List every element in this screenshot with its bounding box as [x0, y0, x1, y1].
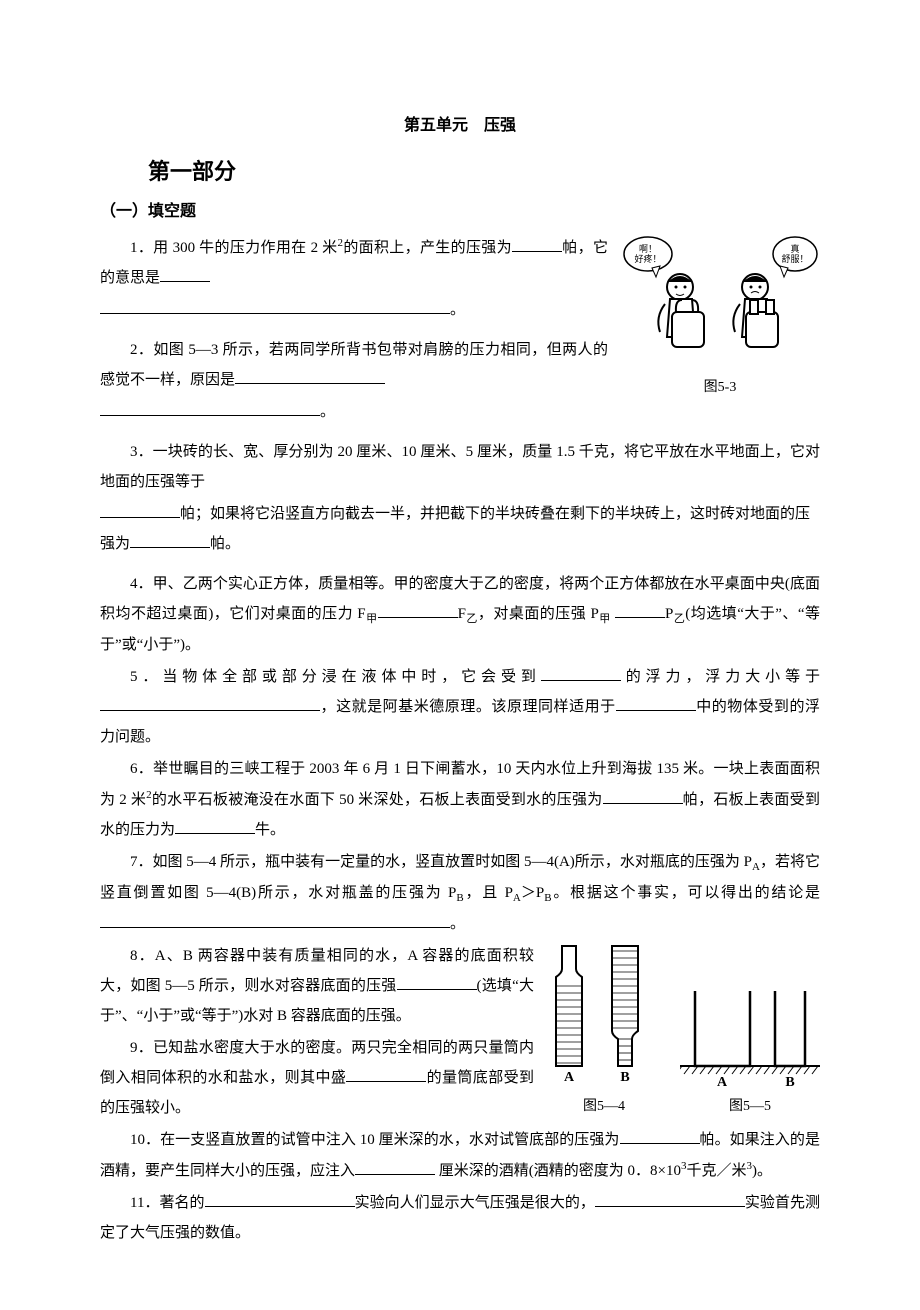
- question-6: 6．举世瞩目的三峡工程于 2003 年 6 月 1 日下闸蓄水，10 天内水位上…: [100, 754, 820, 845]
- q7-text-f: 。: [450, 916, 465, 932]
- svg-text:好疼！: 好疼！: [634, 253, 661, 264]
- q10-text-c: 厘米深的酒精(酒精的密度为 0．8×10: [435, 1163, 681, 1179]
- section-title: （一）填空题: [100, 196, 820, 228]
- blank: [620, 1129, 700, 1144]
- blank: [205, 1192, 355, 1207]
- q1-text-a: 1．用 300 牛的压力作用在 2 米: [130, 240, 337, 256]
- q7-sub-a: A: [752, 861, 760, 873]
- blank: [355, 1160, 435, 1175]
- blank: [603, 789, 683, 804]
- q5-text-c: ，这就是阿基米德原理。该原理同样适用于: [320, 699, 616, 715]
- blank: [512, 237, 562, 252]
- q4-text-b: F: [458, 606, 466, 622]
- question-10: 10．在一支竖直放置的试管中注入 10 厘米深的水，水对试管底部的压强为帕。如果…: [100, 1125, 820, 1186]
- q11-text-a: 11．著名的: [130, 1195, 205, 1211]
- blank: [100, 401, 320, 416]
- question-3-cont: 帕；如果将它沿竖直方向截去一半，并把截下的半块砖叠在剩下的半块砖上，这时砖对地面…: [100, 499, 820, 559]
- q5-text-b: 的浮力，浮力大小等于: [621, 669, 820, 685]
- blank: [378, 603, 458, 618]
- blank: [595, 1192, 745, 1207]
- blank: [346, 1067, 426, 1082]
- blank: [397, 975, 477, 990]
- q6-text-b: 的水平石板被淹没在水面下 50 米深处，石板上表面受到水的压强为: [152, 792, 603, 808]
- blank: [175, 819, 255, 834]
- blank: [130, 533, 210, 548]
- q10-text-d: 千克／米: [686, 1163, 746, 1179]
- blank: [616, 696, 696, 711]
- blank: [541, 666, 621, 681]
- figures-5-4-5-5: A B 图5—4: [544, 941, 820, 1121]
- figure-5-4-caption: 图5—4: [544, 1093, 664, 1121]
- svg-text:B: B: [785, 1075, 794, 1090]
- part-title: 第一部分: [148, 150, 820, 194]
- blank: [160, 267, 210, 282]
- q7-text-d: ＞P: [521, 885, 544, 901]
- q3-text-c: 帕。: [210, 536, 240, 552]
- backpack-students-illustration: 啊！ 好疼！ 真 舒服！: [620, 232, 820, 372]
- q11-text-b: 实验向人们显示大气压强是很大的，: [355, 1195, 595, 1211]
- blank: [100, 696, 320, 711]
- q2-text-b: 。: [320, 404, 335, 420]
- figure-5-5-caption: 图5—5: [680, 1093, 820, 1121]
- containers-illustration: A B: [680, 981, 820, 1091]
- blank: [100, 913, 450, 928]
- blank: [615, 603, 665, 618]
- q4-sub3: 甲: [599, 613, 611, 625]
- question-3: 3．一块砖的长、宽、厚分别为 20 厘米、10 厘米、5 厘米，质量 1.5 千…: [100, 437, 820, 497]
- q10-text-a: 10．在一支竖直放置的试管中注入 10 厘米深的水，水对试管底部的压强为: [130, 1132, 620, 1148]
- svg-text:A: A: [717, 1075, 728, 1090]
- unit-title: 第五单元 压强: [100, 110, 820, 142]
- q7-sub-b: B: [456, 892, 463, 904]
- svg-text:B: B: [620, 1070, 629, 1085]
- bottles-illustration: A B: [544, 941, 664, 1091]
- blank: [100, 299, 450, 314]
- svg-text:舒服！: 舒服！: [781, 253, 808, 264]
- svg-text:真: 真: [790, 243, 799, 254]
- q7-text-a: 7．如图 5—4 所示，瓶中装有一定量的水，竖直放置时如图 5—4(A)所示，水…: [130, 854, 752, 870]
- q4-sub4: 乙: [673, 613, 685, 625]
- q1-text-d: 。: [450, 302, 465, 318]
- figure-5-3-caption: 图5-3: [620, 374, 820, 402]
- q4-sub2: 乙: [466, 613, 478, 625]
- figure-5-3: 啊！ 好疼！ 真 舒服！ 图5-3: [620, 232, 820, 402]
- q7-sub-a2: A: [513, 892, 521, 904]
- q10-text-e: )。: [752, 1163, 772, 1179]
- q1-text-b: 的面积上，产生的压强为: [343, 240, 512, 256]
- svg-text:啊！: 啊！: [639, 244, 657, 254]
- q6-text-d: 牛。: [255, 822, 285, 838]
- svg-text:A: A: [564, 1070, 575, 1085]
- blank: [100, 503, 180, 518]
- q7-text-e: 。根据这个事实，可以得出的结论是: [552, 885, 820, 901]
- q7-sub-b2: B: [544, 892, 551, 904]
- q4-sub1: 甲: [366, 613, 378, 625]
- blank: [235, 369, 385, 384]
- question-11: 11．著名的实验向人们显示大气压强是很大的，实验首先测定了大气压强的数值。: [100, 1188, 820, 1248]
- figure-5-4: A B 图5—4: [544, 941, 664, 1121]
- question-4: 4．甲、乙两个实心正方体，质量相等。甲的密度大于乙的密度，将两个正方体都放在水平…: [100, 569, 820, 660]
- q3-text-a: 3．一块砖的长、宽、厚分别为 20 厘米、10 厘米、5 厘米，质量 1.5 千…: [100, 444, 820, 490]
- question-5: 5．当物体全部或部分浸在液体中时，它会受到 的浮力，浮力大小等于 ，这就是阿基米德原…: [100, 662, 820, 752]
- question-7: 7．如图 5—4 所示，瓶中装有一定量的水，竖直放置时如图 5—4(A)所示，水…: [100, 847, 820, 939]
- q7-text-c: ，且 P: [464, 885, 513, 901]
- q5-text-a: 5．当物体全部或部分浸在液体中时，它会受到: [130, 669, 541, 685]
- q4-text-c: ，对桌面的压强 P: [478, 606, 599, 622]
- figure-5-5: A B 图5—5: [680, 981, 820, 1121]
